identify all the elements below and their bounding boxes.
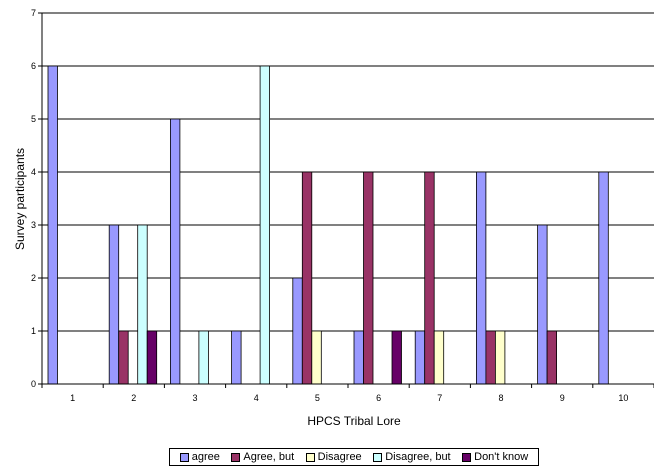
x-tick-label: 5	[315, 393, 320, 403]
y-tick-label: 6	[31, 61, 36, 71]
bar	[137, 224, 148, 385]
bar	[259, 65, 271, 385]
bar	[485, 330, 496, 385]
legend-label: agree	[191, 451, 220, 463]
legend-item: agree	[179, 451, 220, 463]
x-tick-label: 4	[254, 393, 259, 403]
bar	[424, 171, 435, 385]
x-axis-title: HPCS Tribal Lore	[307, 414, 401, 428]
y-axis-title: Survey participants	[13, 148, 27, 250]
bar	[353, 330, 364, 385]
legend-label: Agree, but	[243, 451, 295, 463]
x-tick-label: 7	[437, 393, 442, 403]
legend-item: Disagree	[305, 451, 362, 463]
y-tick-label: 0	[31, 379, 36, 389]
bar	[391, 330, 402, 385]
bar	[414, 330, 426, 385]
bar	[47, 65, 58, 385]
bars	[47, 65, 609, 385]
bar	[169, 118, 181, 385]
y-tick-label: 5	[31, 114, 36, 124]
legend-label: Disagree, but	[385, 451, 451, 463]
x-tick-label: 3	[192, 393, 197, 403]
bar	[311, 330, 322, 385]
legend-item: Agree, but	[231, 451, 294, 463]
bar	[598, 171, 609, 385]
x-tick-label: 1	[70, 393, 75, 403]
bar	[231, 330, 242, 385]
legend-swatch	[179, 452, 189, 462]
legend-swatch	[373, 452, 383, 462]
axes	[38, 12, 654, 388]
y-tick-label: 4	[31, 167, 36, 177]
x-tick-labels: 1 2 3 4 5 6 7 8 9 10	[70, 393, 628, 403]
legend-label: Don't know	[474, 451, 529, 463]
bar	[292, 277, 303, 385]
bar	[433, 330, 445, 385]
legend-swatch	[305, 452, 315, 462]
x-tick-label: 8	[498, 393, 503, 403]
bar	[363, 171, 374, 385]
y-tick-label: 3	[31, 220, 36, 230]
bar	[146, 330, 158, 385]
y-tick-label: 1	[31, 326, 36, 336]
legend-swatch	[231, 452, 241, 462]
bar	[537, 224, 548, 385]
legend-label: Disagree	[317, 451, 362, 463]
bar	[494, 330, 506, 385]
x-tick-label: 6	[376, 393, 381, 403]
legend: agree Agree, but Disagree Disagree, but Don'…	[169, 448, 539, 466]
y-tick-label: 2	[31, 273, 36, 283]
bar	[108, 224, 120, 385]
bar	[198, 330, 209, 385]
y-tick-label: 7	[31, 8, 36, 18]
legend-item: Disagree, but	[373, 451, 451, 463]
y-tick-labels: 0 1 2 3 4 5 6 7	[31, 8, 36, 389]
x-tick-label: 2	[131, 393, 136, 403]
x-tick-label: 10	[618, 393, 628, 403]
gridlines	[42, 12, 654, 332]
bar-chart: 0 1 2 3 4 5 6 7 1 2 3 4 5 6 7 8 9 10 HPCS Tribal Lore Su…	[13, 8, 654, 428]
legend-item: Don't know	[462, 451, 528, 463]
bar	[118, 330, 129, 385]
bar	[301, 171, 313, 385]
x-tick-label: 9	[560, 393, 565, 403]
bar	[546, 330, 557, 385]
bar	[475, 171, 487, 385]
legend-swatch	[462, 452, 472, 462]
